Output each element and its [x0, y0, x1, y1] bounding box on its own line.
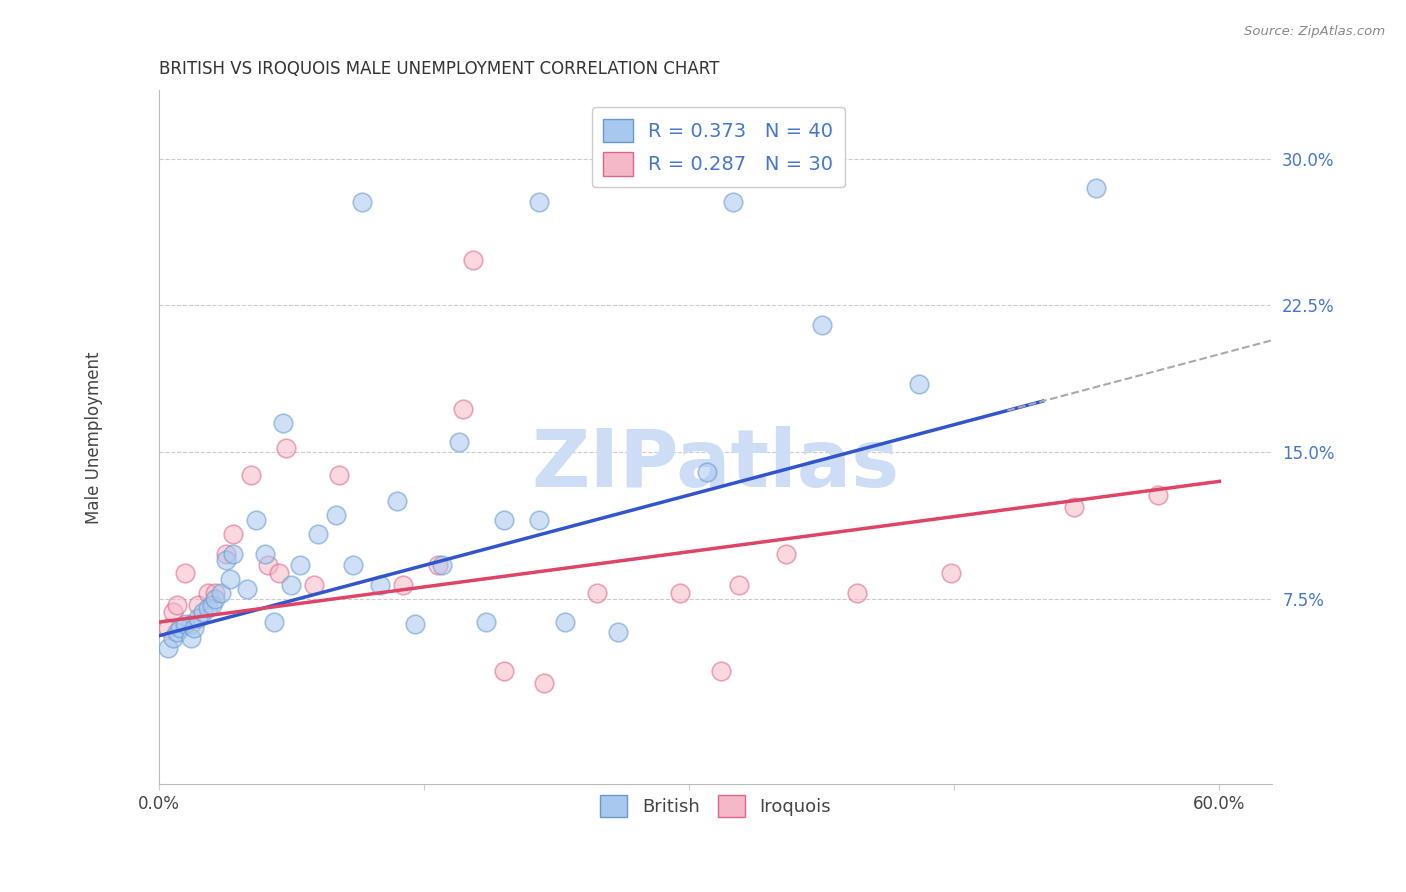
- Point: [180, 617, 202, 632]
- Text: ZIPatlas: ZIPatlas: [531, 426, 900, 504]
- Legend: British, Iroquois: British, Iroquois: [593, 788, 838, 824]
- Y-axis label: Male Unemployment: Male Unemployment: [86, 351, 103, 524]
- Point: [328, 468, 350, 483]
- Point: [245, 513, 267, 527]
- Point: [180, 631, 202, 645]
- Point: [183, 621, 205, 635]
- Point: [191, 605, 214, 619]
- Point: [174, 617, 197, 632]
- Point: [908, 376, 931, 391]
- Point: [166, 598, 188, 612]
- Point: [451, 402, 474, 417]
- Point: [775, 547, 797, 561]
- Point: [271, 416, 294, 430]
- Point: [387, 494, 409, 508]
- Point: [723, 194, 745, 209]
- Point: [391, 578, 413, 592]
- Point: [427, 558, 450, 573]
- Text: BRITISH VS IROQUOIS MALE UNEMPLOYMENT CORRELATION CHART: BRITISH VS IROQUOIS MALE UNEMPLOYMENT CO…: [159, 60, 720, 78]
- Point: [554, 615, 576, 629]
- Point: [215, 552, 238, 566]
- Point: [274, 441, 297, 455]
- Point: [280, 578, 302, 592]
- Point: [236, 582, 259, 596]
- Point: [204, 591, 226, 606]
- Point: [222, 547, 245, 561]
- Point: [342, 558, 364, 573]
- Point: [209, 586, 232, 600]
- Point: [162, 631, 184, 645]
- Point: [187, 611, 209, 625]
- Point: [215, 547, 238, 561]
- Point: [669, 586, 692, 600]
- Point: [1146, 488, 1168, 502]
- Point: [533, 675, 555, 690]
- Point: [696, 465, 718, 479]
- Text: Source: ZipAtlas.com: Source: ZipAtlas.com: [1244, 25, 1385, 38]
- Point: [475, 615, 498, 629]
- Point: [586, 586, 609, 600]
- Point: [352, 194, 374, 209]
- Point: [169, 621, 191, 635]
- Point: [939, 566, 962, 581]
- Point: [607, 624, 630, 639]
- Point: [204, 586, 226, 600]
- Point: [187, 598, 209, 612]
- Point: [253, 547, 276, 561]
- Point: [156, 640, 179, 655]
- Point: [727, 578, 749, 592]
- Point: [527, 513, 550, 527]
- Point: [197, 586, 219, 600]
- Point: [463, 253, 485, 268]
- Point: [368, 578, 391, 592]
- Point: [810, 318, 832, 332]
- Point: [239, 468, 262, 483]
- Point: [257, 558, 280, 573]
- Point: [162, 605, 184, 619]
- Point: [304, 578, 326, 592]
- Point: [290, 558, 312, 573]
- Point: [222, 527, 245, 541]
- Point: [263, 615, 285, 629]
- Point: [449, 435, 471, 450]
- Point: [846, 586, 869, 600]
- Point: [492, 664, 515, 678]
- Point: [325, 508, 347, 522]
- Point: [197, 601, 219, 615]
- Point: [710, 664, 733, 678]
- Point: [156, 621, 179, 635]
- Point: [1084, 181, 1107, 195]
- Point: [267, 566, 290, 581]
- Point: [492, 513, 515, 527]
- Point: [527, 194, 550, 209]
- Point: [174, 566, 197, 581]
- Point: [201, 598, 224, 612]
- Point: [218, 572, 240, 586]
- Point: [430, 558, 453, 573]
- Point: [1063, 500, 1085, 514]
- Point: [404, 617, 426, 632]
- Point: [307, 527, 329, 541]
- Point: [166, 624, 188, 639]
